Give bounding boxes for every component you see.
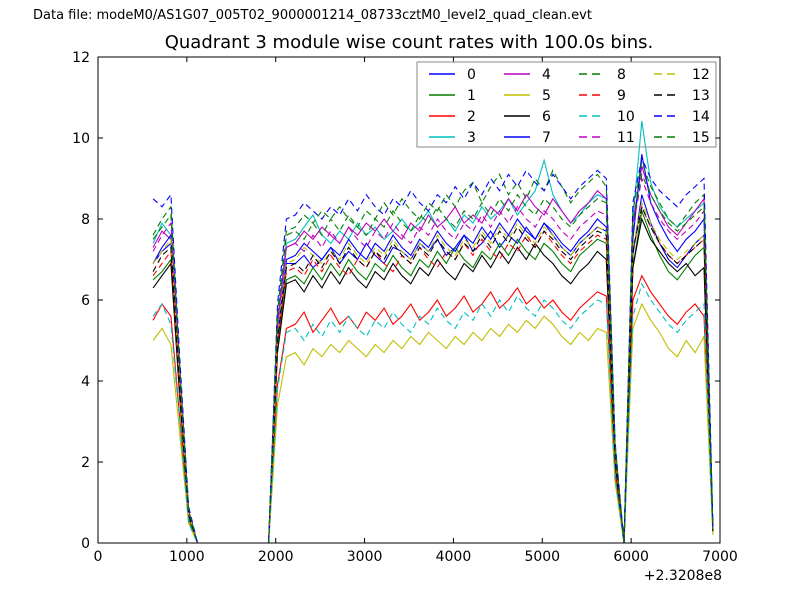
legend-label-7: 7 [542,130,551,146]
x-tick-label: 0 [94,549,103,565]
y-tick-label: 6 [81,293,90,309]
legend-label-6: 6 [542,109,551,125]
y-tick-label: 0 [81,536,90,552]
x-tick-label: 7000 [702,549,738,565]
legend-label-15: 15 [692,130,710,146]
x-tick-label: 6000 [613,549,649,565]
series-line-13 [152,204,714,543]
series-line-3 [152,120,714,543]
x-tick-label: 3000 [347,549,383,565]
data-file-label: Data file: modeM0/AS1G07_005T02_90000012… [33,8,592,23]
legend-label-11: 11 [617,130,635,146]
x-tick-label: 5000 [524,549,560,565]
series-line-5 [152,302,714,543]
legend-label-12: 12 [692,67,710,83]
series-lines [152,120,714,543]
legend-label-10: 10 [617,109,635,125]
legend-label-14: 14 [692,109,710,125]
series-line-12 [152,200,714,543]
chart-title: Quadrant 3 module wise count rates with … [165,32,654,53]
legend-label-3: 3 [467,130,476,146]
legend-box [416,61,717,148]
series-line-14 [152,156,714,543]
x-tick-label: 1000 [169,549,205,565]
x-tick-label: 2000 [258,549,294,565]
legend-label-1: 1 [467,88,476,104]
legend-label-5: 5 [542,88,551,104]
y-tick-label: 10 [72,131,90,147]
legend-label-0: 0 [467,67,476,83]
x-tick-label: 4000 [436,549,472,565]
series-line-10 [152,282,714,543]
legend-label-4: 4 [542,67,551,83]
legend-label-9: 9 [617,88,626,104]
x-axis-offset-label: +2.3208e8 [644,568,722,584]
legend-label-2: 2 [467,109,476,125]
series-line-15 [152,172,714,543]
legend-label-8: 8 [617,67,626,83]
y-tick-label: 8 [81,212,90,228]
y-tick-label: 2 [81,455,90,471]
y-tick-label: 4 [81,374,90,390]
axes-frame [97,56,721,544]
y-tick-label: 12 [72,50,90,66]
legend-label-13: 13 [692,88,710,104]
